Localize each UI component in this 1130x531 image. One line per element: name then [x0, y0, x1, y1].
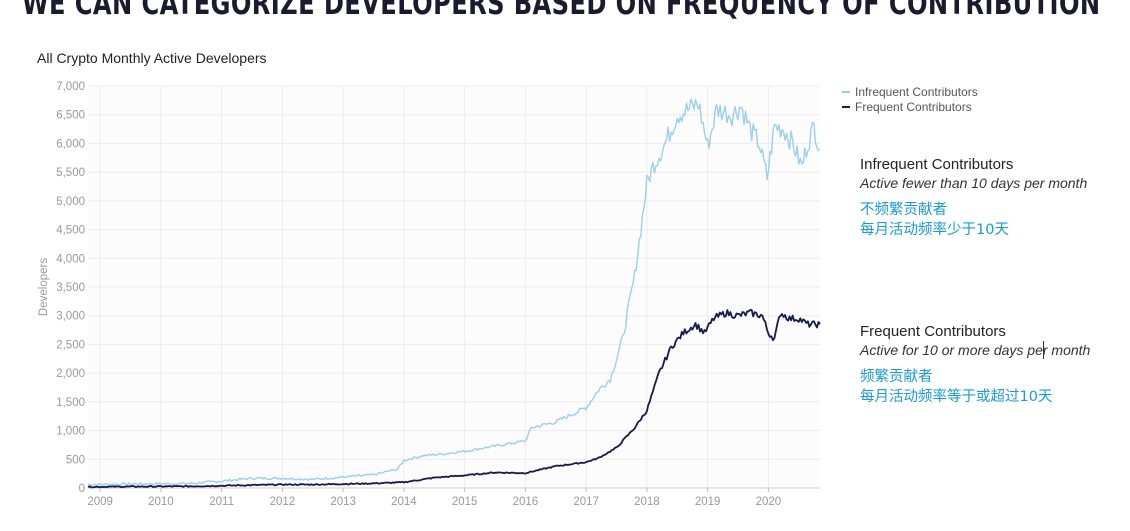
annotation-frequent: Frequent Contributors Active for 10 or m… — [860, 323, 1090, 407]
x-tick-label: 2019 — [695, 496, 721, 508]
legend-item-frequent: Frequent Contributors — [842, 99, 978, 114]
legend-swatch-frequent — [842, 105, 850, 108]
annotation-heading: Frequent Contributors — [860, 323, 1006, 340]
x-tick-label: 2016 — [513, 496, 539, 508]
x-tick-label: 2015 — [452, 496, 478, 508]
annotation-chinese: 频繁贡献者 每月活动频率等于或超过10天 — [860, 367, 1090, 407]
annotation-heading: Infrequent Contributors — [860, 156, 1014, 173]
y-tick-label: 6,500 — [56, 110, 85, 122]
legend-swatch-infrequent — [842, 90, 850, 93]
series-line-infrequent — [87, 98, 821, 487]
x-tick-label: 2010 — [148, 496, 174, 508]
y-tick-label: 5,000 — [56, 196, 85, 208]
series-line-frequent — [87, 309, 821, 489]
y-tick-label: 0 — [79, 483, 85, 495]
x-tick-label: 2009 — [87, 496, 113, 508]
annotation-subtitle: Active fewer than 10 days per month — [860, 175, 1088, 191]
x-tick-label: 2014 — [391, 496, 417, 508]
y-tick-label: 1,000 — [56, 426, 85, 438]
annotation-cn-line2: 每月活动频率等于或超过10天 — [860, 389, 1053, 405]
x-tick-label: 2011 — [209, 496, 234, 508]
x-tick-label: 2012 — [270, 496, 296, 508]
text-cursor — [1043, 341, 1044, 359]
x-tick-label: 2020 — [756, 496, 782, 508]
annotation-cn-line2: 每月活动频率少于10天 — [860, 222, 1009, 238]
y-tick-label: 4,500 — [56, 225, 85, 237]
legend-item-infrequent: Infrequent Contributors — [842, 84, 978, 99]
annotation-chinese: 不频繁贡献者 每月活动频率少于10天 — [860, 200, 1087, 240]
y-axis-label: Developers — [38, 258, 50, 316]
x-tick-label: 2017 — [573, 496, 599, 508]
annotation-infrequent: Infrequent Contributors Active fewer tha… — [860, 156, 1087, 240]
legend-label-infrequent: Infrequent Contributors — [855, 84, 978, 99]
y-tick-label: 1,500 — [56, 397, 85, 409]
y-tick-label: 2,500 — [56, 339, 85, 351]
page-title: WE CAN CATEGORIZE DEVELOPERS BASED ON FR… — [22, 0, 1101, 22]
x-tick-label: 2018 — [634, 496, 660, 508]
y-tick-label: 500 — [66, 454, 85, 466]
y-tick-label: 3,500 — [56, 282, 85, 294]
annotation-cn-line1: 不频繁贡献者 — [860, 202, 947, 218]
legend-label-frequent: Frequent Contributors — [855, 99, 972, 114]
chart-legend: Infrequent Contributors Frequent Contrib… — [842, 84, 978, 114]
y-tick-label: 7,000 — [56, 81, 85, 93]
chart-title: All Crypto Monthly Active Developers — [37, 50, 267, 66]
x-tick-label: 2013 — [330, 496, 356, 508]
y-tick-label: 4,000 — [56, 253, 85, 265]
annotation-subtitle: Active for 10 or more days per month — [860, 342, 1091, 358]
y-tick-label: 3,000 — [56, 311, 85, 323]
y-tick-label: 5,500 — [56, 167, 85, 179]
y-tick-label: 2,000 — [56, 368, 85, 380]
y-tick-label: 6,000 — [56, 138, 85, 150]
annotation-cn-line1: 频繁贡献者 — [860, 369, 933, 385]
